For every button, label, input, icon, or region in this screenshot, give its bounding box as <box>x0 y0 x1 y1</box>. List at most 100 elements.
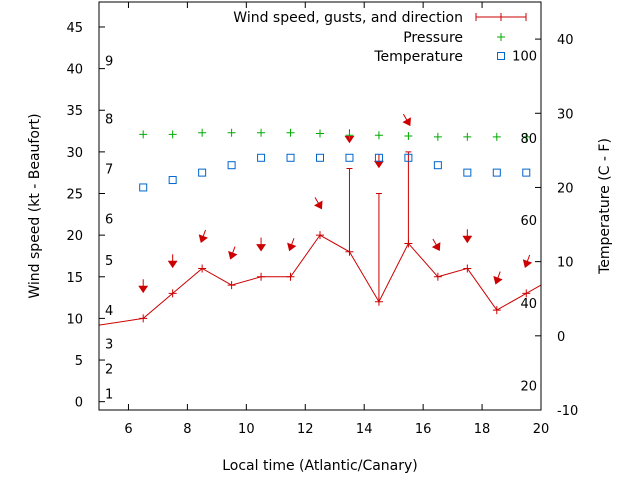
wind-arrow-head <box>138 285 149 294</box>
y-tick-label: 25 <box>66 188 83 203</box>
fahrenheit-label: 80 <box>520 132 537 147</box>
wind-gust-bar <box>346 168 353 252</box>
pressure-point <box>316 129 324 138</box>
y-tick-label: 35 <box>66 104 83 119</box>
legend-swatch-temperature <box>497 52 505 60</box>
beaufort-label: 8 <box>105 113 113 128</box>
legend-label-temperature: Temperature <box>373 49 463 65</box>
beaufort-label: 5 <box>105 254 113 269</box>
temperature-point <box>227 161 236 170</box>
plot-frame <box>98 1 542 411</box>
wind-speed-point <box>227 281 236 290</box>
beaufort-label: 9 <box>105 54 113 69</box>
wind-direction-arrow <box>431 238 441 252</box>
wind-direction-arrow <box>493 271 503 285</box>
x-tick-label: 16 <box>415 422 432 437</box>
pressure-point <box>492 132 501 141</box>
wind-speed-point <box>463 264 472 273</box>
y2-tick-label: 10 <box>557 256 574 271</box>
wind-direction-arrow <box>522 254 533 268</box>
wind-speed-line <box>99 234 541 326</box>
wind-arrow-head <box>228 250 238 260</box>
pressure-point <box>198 128 207 137</box>
wind-speed-point <box>139 314 148 323</box>
pressure-point <box>139 130 148 139</box>
pressure-point <box>168 130 177 139</box>
wind-direction-arrow <box>256 237 267 252</box>
legend-swatch-pressure <box>497 33 505 41</box>
temperature-point <box>168 176 177 185</box>
temperature-point <box>492 168 501 177</box>
pressure-point <box>257 128 266 137</box>
y-axis-label: Wind speed (kt - Beaufort) <box>27 113 43 298</box>
beaufort-label: 1 <box>105 387 113 402</box>
wind-gust-bar <box>375 193 382 302</box>
wind-direction-arrow <box>313 197 323 210</box>
beaufort-label: 3 <box>105 337 113 352</box>
beaufort-label: 2 <box>105 362 113 377</box>
temperature-point <box>345 153 354 162</box>
y-tick-label: 15 <box>66 271 83 286</box>
temperature-point <box>198 168 207 177</box>
wind-arrow-head <box>402 117 411 127</box>
fahrenheit-label: 60 <box>520 214 537 229</box>
x-tick-label: 6 <box>124 422 132 437</box>
fahrenheit-label: 40 <box>520 297 537 312</box>
x-tick-label: 18 <box>474 422 491 437</box>
pressure-point <box>404 132 413 141</box>
temperature-point <box>463 168 472 177</box>
wind-speed-point <box>168 289 177 298</box>
wind-arrow-head <box>431 242 441 252</box>
y2-tick-label: 0 <box>557 330 565 345</box>
chart-axes: 6 8 10 12 14 16 18 20051015202530354045-1001020… <box>66 2 578 437</box>
temperature-point <box>139 183 148 192</box>
temperature-point <box>433 161 442 170</box>
pressure-point <box>374 131 383 140</box>
beaufort-label: 7 <box>105 163 113 178</box>
wind-speed-point <box>433 272 442 281</box>
wind-arrow-head <box>287 242 297 252</box>
wind-arrow-head <box>313 200 323 210</box>
y2-tick-label: 20 <box>557 181 574 196</box>
wind-speed-point <box>257 272 266 281</box>
wind-direction-arrow <box>287 238 297 252</box>
x-tick-label: 20 <box>533 422 550 437</box>
y-tick-label: 30 <box>66 146 83 161</box>
temperature-point <box>374 153 383 162</box>
temperature-point <box>316 153 324 162</box>
wind-arrow-head <box>256 244 267 252</box>
temperature-point <box>257 153 266 162</box>
wind-direction-arrow <box>138 279 149 294</box>
y-tick-label: 45 <box>66 21 83 36</box>
wind-speed-point <box>522 289 531 298</box>
wind-arrow-head <box>167 260 178 269</box>
wind-direction-arrow <box>402 113 411 127</box>
wind-direction-arrow <box>198 229 208 243</box>
temperature-point <box>522 168 531 177</box>
y-tick-label: 20 <box>66 229 83 244</box>
legend-label-wind: Wind speed, gusts, and direction <box>233 10 463 26</box>
pressure-point <box>227 128 236 137</box>
x-tick-label: 12 <box>297 422 314 437</box>
wind-arrow-head <box>522 259 533 268</box>
wind-gust-bar <box>405 151 412 244</box>
y2-axis-label: Temperature (C - F) <box>597 138 613 275</box>
wind-speed-point <box>492 306 501 315</box>
temperature-point <box>286 153 295 162</box>
x-axis-label: Local time (Atlantic/Canary) <box>222 458 418 474</box>
y-tick-label: 40 <box>66 63 83 78</box>
wind-speed-point <box>286 272 295 281</box>
x-tick-label: 14 <box>356 422 373 437</box>
legend: Wind speed, gusts, and direction Pressur… <box>233 10 527 65</box>
wind-arrow-head <box>462 235 473 244</box>
x-tick-label: 10 <box>238 422 255 437</box>
wind-direction-arrow <box>228 246 238 260</box>
fahrenheit-label: 100 <box>512 49 537 64</box>
wind-direction-arrow <box>462 229 473 244</box>
pressure-point <box>463 132 472 141</box>
pressure-point <box>433 132 442 141</box>
y-tick-label: 10 <box>66 312 83 327</box>
beaufort-label: 4 <box>105 304 113 319</box>
